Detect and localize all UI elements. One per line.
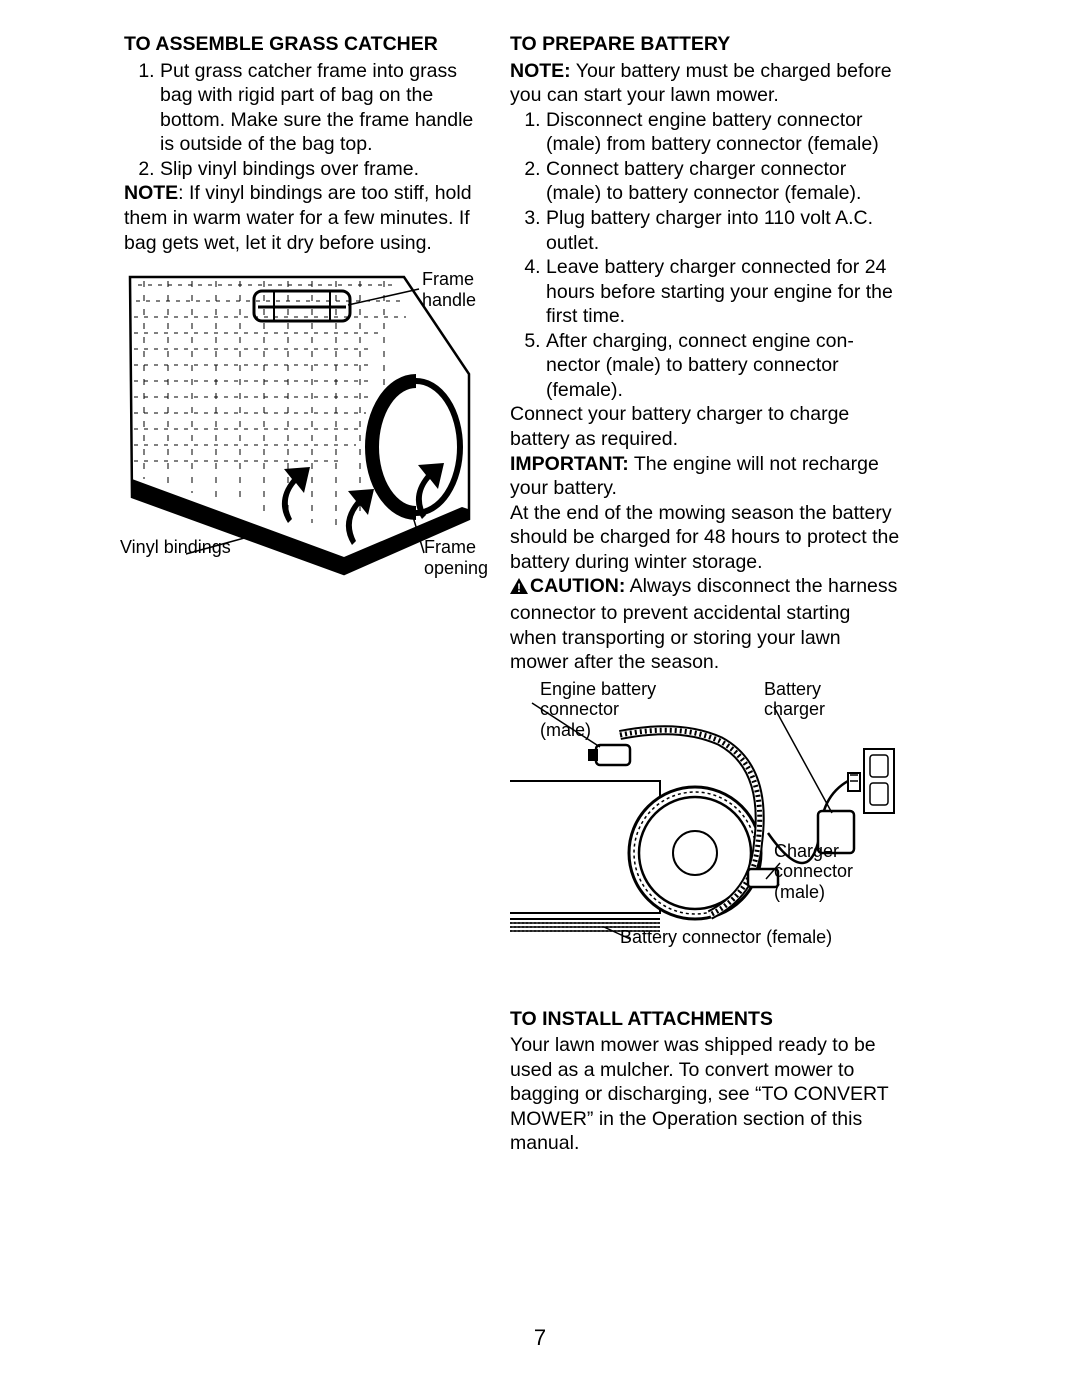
vinyl-bindings-label: Vinyl bindings — [120, 537, 231, 558]
charger-conn-label: Charger connector (male) — [774, 841, 874, 903]
attachments-heading: TO INSTALL ATTACHMENTS — [510, 1007, 900, 1032]
assemble-step-1: Put grass catcher frame into grass bag w… — [160, 59, 484, 157]
note-label: NOTE — [124, 182, 178, 204]
caution-label: CAUTION: — [530, 575, 625, 597]
caution-note: ! CAUTION: Always disconnect the harness… — [510, 574, 900, 674]
assemble-step-2: Slip vinyl bindings over frame. — [160, 157, 484, 182]
grass-catcher-figure: Frame handle Vinyl bindings Frame openin… — [124, 269, 484, 599]
page-number: 7 — [0, 1325, 1080, 1351]
battery-step-4: Leave battery charger connected for 24 h… — [546, 255, 900, 329]
battery-conn-female-label: Battery connector (female) — [620, 927, 832, 948]
frame-opening-label: Frame opening — [424, 537, 488, 578]
attachments-text: Your lawn mower was shipped ready to be … — [510, 1033, 900, 1156]
battery-steps: Disconnect engine battery connector (mal… — [510, 108, 900, 403]
battery-heading: TO PREPARE BATTERY — [510, 32, 900, 57]
battery-step-2: Connect battery charger connector (male)… — [546, 157, 900, 206]
left-column: TO ASSEMBLE GRASS CATCHER Put grass catc… — [124, 32, 484, 1156]
battery-figure: Engine battery connector (male) Battery … — [510, 683, 900, 951]
season-text: At the end of the mowing season the batt… — [510, 501, 900, 575]
battery-step-3: Plug battery charger into 110 volt A.C. … — [546, 206, 900, 255]
assemble-steps: Put grass catcher frame into grass bag w… — [124, 59, 484, 182]
caution-icon: ! — [510, 576, 528, 601]
frame-handle-label: Frame handle — [422, 269, 484, 310]
important-label: IMPORTANT: — [510, 453, 629, 475]
engine-conn-label: Engine battery connector (male) — [540, 679, 670, 741]
battery-note-label: NOTE: — [510, 60, 571, 82]
important-note: IMPORTANT: The engine will not re­charge… — [510, 452, 900, 501]
connect-text: Connect your battery charger to charge b… — [510, 402, 900, 451]
battery-note: NOTE: Your battery must be charged befor… — [510, 59, 900, 108]
battery-step-5: After charging, connect engine con­necto… — [546, 329, 900, 403]
svg-text:!: ! — [517, 581, 521, 594]
right-column: TO PREPARE BATTERY NOTE: Your battery mu… — [510, 32, 900, 1156]
battery-charger-label: Battery charger — [764, 679, 834, 720]
battery-step-1: Disconnect engine battery connector (mal… — [546, 108, 900, 157]
assemble-note: NOTE: If vinyl bindings are too stiff, h… — [124, 181, 484, 255]
assemble-heading: TO ASSEMBLE GRASS CATCHER — [124, 32, 484, 57]
